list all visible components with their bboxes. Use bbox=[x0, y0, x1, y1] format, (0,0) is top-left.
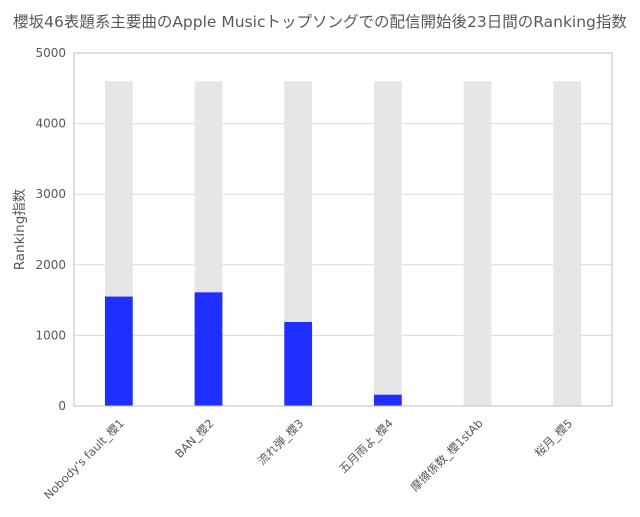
y-tick-label: 2000 bbox=[35, 258, 66, 272]
background-bar bbox=[553, 81, 582, 407]
background-bar bbox=[463, 81, 492, 407]
background-bar bbox=[373, 81, 402, 407]
plot-area-border bbox=[73, 52, 613, 407]
x-category-label: BAN_櫻2 bbox=[172, 416, 217, 461]
x-category-label: 桜月_櫻5 bbox=[532, 416, 576, 460]
axes bbox=[73, 52, 613, 407]
gridlines bbox=[74, 52, 612, 336]
background-bars bbox=[104, 81, 582, 407]
value-bars bbox=[104, 292, 402, 406]
y-axis-title: Ranking指数 bbox=[12, 188, 28, 270]
x-category-label: 流れ弾_櫻3 bbox=[255, 416, 307, 468]
x-category-label: Nobody's fault_櫻1 bbox=[41, 416, 127, 502]
ranking-bar bbox=[194, 292, 223, 406]
y-tick-label: 3000 bbox=[35, 187, 66, 201]
chart-title: 櫻坂46表題系主要曲のApple Musicトップソングでの配信開始後23日間の… bbox=[13, 13, 627, 31]
x-category-label: 摩擦係数_櫻1stAb bbox=[408, 416, 486, 494]
y-tick-label: 4000 bbox=[35, 117, 66, 131]
ranking-bar bbox=[104, 296, 133, 406]
y-tick-label: 1000 bbox=[35, 328, 66, 342]
ranking-bar bbox=[284, 321, 313, 406]
y-tick-label: 0 bbox=[58, 399, 66, 413]
x-category-label: 五月雨よ_櫻4 bbox=[336, 416, 396, 476]
ranking-bar bbox=[373, 394, 402, 406]
y-tick-label: 5000 bbox=[35, 46, 66, 60]
